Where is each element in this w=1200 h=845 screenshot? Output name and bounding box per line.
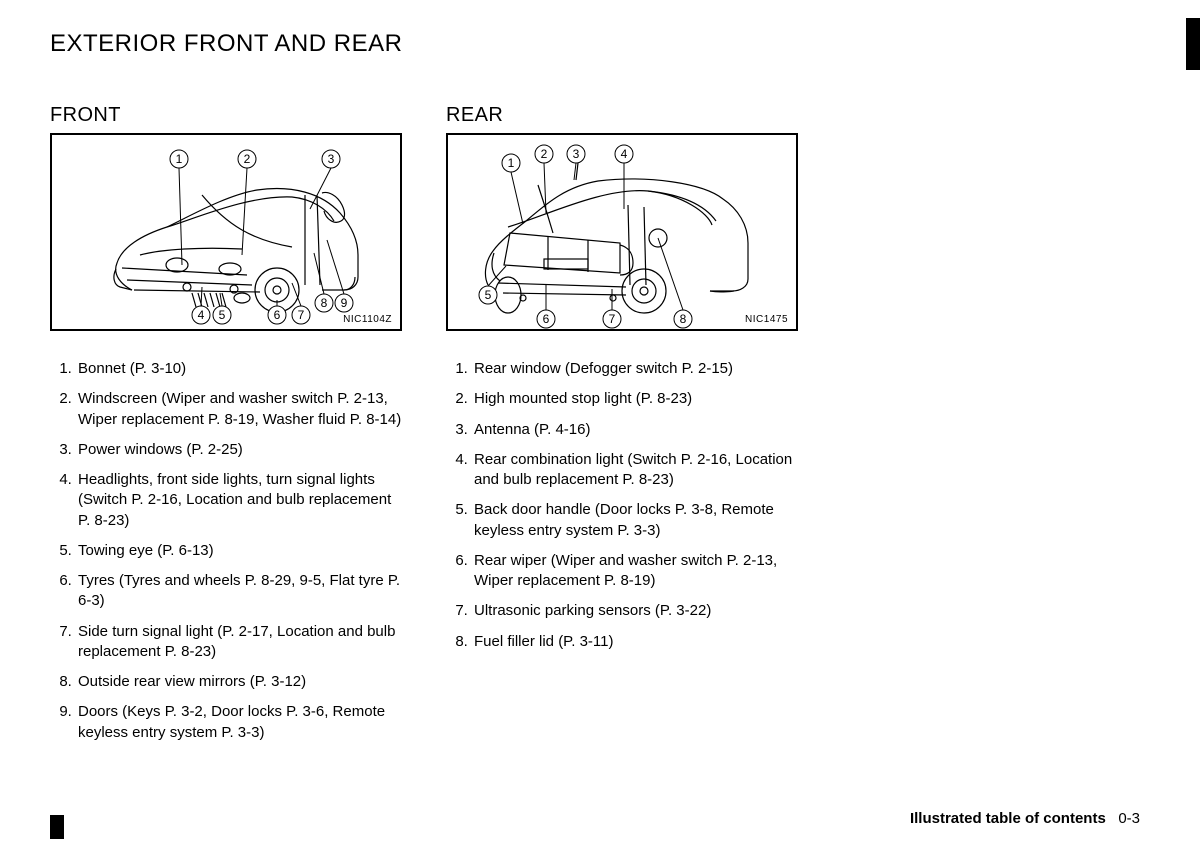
page-footer: Illustrated table of contents 0-3: [910, 810, 1140, 827]
list-item: Ultrasonic parking sensors (P. 3-22): [472, 601, 798, 621]
svg-text:1: 1: [508, 156, 515, 170]
column-layout: FRONT: [50, 104, 1150, 753]
page-body: EXTERIOR FRONT AND REAR FRONT: [0, 0, 1200, 773]
svg-text:5: 5: [485, 288, 492, 302]
list-item: Rear combination light (Switch P. 2-16, …: [472, 450, 798, 491]
front-figure-id: NIC1104Z: [343, 314, 392, 325]
svg-text:2: 2: [541, 147, 548, 161]
list-item: Power windows (P. 2-25): [76, 440, 402, 460]
svg-text:7: 7: [609, 312, 616, 326]
front-figure: 123456789 NIC1104Z: [50, 133, 402, 331]
footer-page-number: 0-3: [1118, 810, 1140, 827]
rear-column: REAR: [446, 104, 798, 753]
rear-line-art: 1 2 3 4 5 6 7 8: [448, 135, 796, 329]
svg-text:4: 4: [621, 147, 628, 161]
list-item: Headlights, front side lights, turn sign…: [76, 470, 402, 531]
list-item: Doors (Keys P. 3-2, Door locks P. 3-6, R…: [76, 702, 402, 743]
rear-figure-id: NIC1475: [745, 314, 788, 325]
list-item: Back door handle (Door locks P. 3-8, Rem…: [472, 500, 798, 541]
page-title: EXTERIOR FRONT AND REAR: [50, 30, 1150, 58]
rear-figure: 1 2 3 4 5 6 7 8 NIC1475: [446, 133, 798, 331]
front-item-list: Bonnet (P. 3-10) Windscreen (Wiper and wa…: [50, 359, 402, 743]
list-item: Outside rear view mirrors (P. 3-12): [76, 672, 402, 692]
list-item: Rear wiper (Wiper and washer switch P. 2…: [472, 551, 798, 592]
svg-text:4: 4: [198, 308, 205, 322]
svg-text:2: 2: [244, 152, 251, 166]
svg-text:8: 8: [680, 312, 687, 326]
footer-section: Illustrated table of contents: [910, 810, 1106, 827]
list-item: Towing eye (P. 6-13): [76, 541, 402, 561]
front-heading: FRONT: [50, 104, 402, 127]
svg-text:9: 9: [341, 296, 348, 310]
svg-text:3: 3: [573, 147, 580, 161]
svg-text:3: 3: [328, 152, 335, 166]
svg-text:6: 6: [543, 312, 550, 326]
list-item: Fuel filler lid (P. 3-11): [472, 632, 798, 652]
list-item: Rear window (Defogger switch P. 2-15): [472, 359, 798, 379]
rear-item-list: Rear window (Defogger switch P. 2-15) Hig…: [446, 359, 798, 652]
list-item: Bonnet (P. 3-10): [76, 359, 402, 379]
rear-heading: REAR: [446, 104, 798, 127]
list-item: Windscreen (Wiper and washer switch P. 2…: [76, 389, 402, 430]
list-item: Antenna (P. 4-16): [472, 420, 798, 440]
front-line-art: 123456789: [52, 135, 400, 329]
list-item: Tyres (Tyres and wheels P. 8-29, 9-5, Fl…: [76, 571, 402, 612]
front-column: FRONT: [50, 104, 402, 753]
svg-text:5: 5: [219, 308, 226, 322]
list-item: Side turn signal light (P. 2-17, Locatio…: [76, 622, 402, 663]
svg-text:1: 1: [176, 152, 183, 166]
edge-tab: [1186, 18, 1200, 70]
svg-text:8: 8: [321, 296, 328, 310]
svg-text:7: 7: [298, 308, 305, 322]
svg-text:6: 6: [274, 308, 281, 322]
bottom-tab: [50, 815, 64, 839]
list-item: High mounted stop light (P. 8-23): [472, 389, 798, 409]
